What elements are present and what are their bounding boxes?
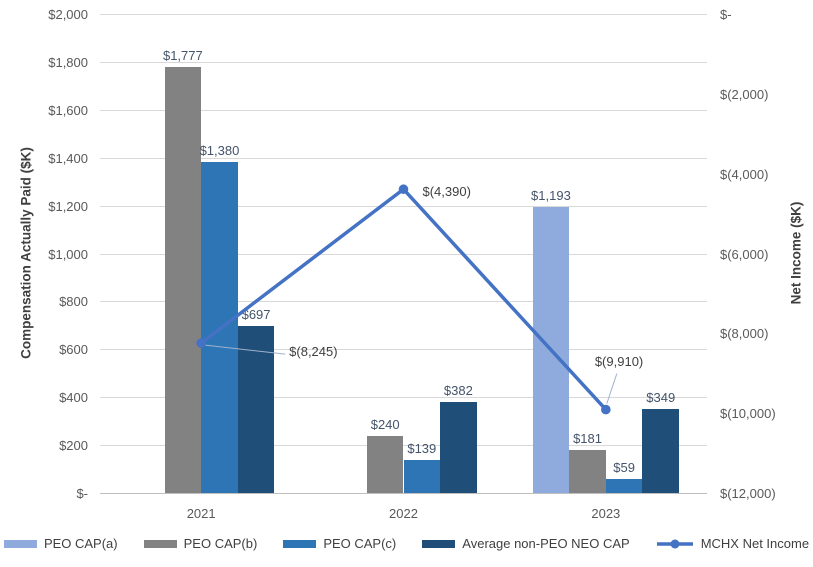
bar-label-average-non-peo-neo-cap-2023: $349 (646, 390, 676, 406)
left-axis-tick-label: $1,800 (48, 54, 88, 70)
legend-line-swatch (656, 539, 693, 548)
bar-peo-cap-c-2021 (201, 162, 238, 493)
bar-label-peo-cap-b-2023: $181 (573, 430, 602, 446)
right-axis-tick-label: $(2,000) (720, 86, 769, 102)
legend-item-average-non-peo-neo-cap: Average non-PEO NEO CAP (422, 536, 630, 551)
bar-label-peo-cap-c-2022: $139 (407, 440, 437, 456)
gridline (100, 445, 707, 447)
bar-peo-cap-c-2023 (605, 478, 643, 493)
x-axis-label-2022: 2022 (389, 506, 418, 521)
legend-swatch-peo-cap-a (3, 539, 37, 548)
right-axis-tick-label: $(4,000) (720, 166, 769, 182)
net-income-marker-2022 (398, 184, 409, 195)
right-axis-title: Net Income ($K) (788, 201, 804, 305)
left-axis-tick-label: $400 (59, 390, 88, 406)
legend-item-mchx-net-income: MCHX Net Income (656, 536, 809, 551)
legend-item-peo-cap-a: PEO CAP(a) (3, 536, 118, 551)
legend-label: Average non-PEO NEO CAP (462, 536, 630, 551)
left-axis-tick-label: $1,600 (48, 102, 88, 118)
bar-label-peo-cap-b-2021: $1,777 (162, 48, 203, 64)
gridline (100, 14, 707, 15)
gridline (100, 61, 707, 63)
right-axis-tick-label: $(12,000) (720, 486, 776, 501)
gridline (100, 157, 707, 159)
right-axis-tick-label: $(8,000) (720, 326, 769, 342)
bar-average-non-peo-neo-cap-2022 (440, 401, 477, 493)
legend-swatch-peo-cap-c (283, 539, 317, 548)
left-axis-tick-label: $1,400 (48, 150, 88, 166)
bar-peo-cap-c-2022 (403, 459, 441, 493)
right-axis-tick-label: $(6,000) (720, 246, 769, 262)
right-axis-tick-label: $(10,000) (720, 406, 776, 422)
gridline (100, 493, 707, 494)
legend-swatch-average-non-peo-neo-cap (422, 539, 456, 548)
x-axis-label-2023: 2023 (591, 506, 621, 521)
left-axis-tick-label: $1,200 (48, 198, 88, 214)
legend-label: PEO CAP(b) (183, 536, 258, 551)
line-label-2022: $(4,390) (422, 184, 471, 200)
left-axis-tick-label: $800 (59, 294, 88, 310)
legend-label: PEO CAP(a) (43, 536, 118, 551)
left-axis-tick-label: $200 (59, 438, 88, 454)
bar-label-average-non-peo-neo-cap-2021: $697 (241, 307, 271, 323)
bar-label-peo-cap-c-2021: $1,380 (199, 143, 240, 159)
bar-average-non-peo-neo-cap-2023 (642, 409, 680, 493)
left-axis-tick-label: $600 (59, 342, 88, 358)
line-label-2023: $(9,910) (594, 353, 644, 369)
left-axis-tick-label: $1,000 (48, 246, 88, 262)
bar-label-average-non-peo-neo-cap-2022: $382 (443, 382, 473, 398)
bar-label-peo-cap-b-2022: $240 (370, 416, 400, 432)
legend-label: MCHX Net Income (700, 536, 810, 551)
legend-item-peo-cap-b: PEO CAP(b) (143, 536, 258, 551)
legend: PEO CAP(a) PEO CAP(b) PEO CAP(c) Average no… (0, 536, 813, 551)
line-label-2021: $(8,245) (289, 344, 338, 360)
left-axis-tick-label: $- (76, 486, 88, 501)
legend-item-peo-cap-c: PEO CAP(c) (283, 536, 396, 551)
bar-peo-cap-b-2022 (366, 435, 404, 493)
bar-peo-cap-b-2021 (164, 67, 202, 493)
x-axis-label-2021: 2021 (186, 506, 216, 521)
legend-swatch-peo-cap-b (143, 539, 177, 548)
net-income-marker-2023 (601, 404, 611, 415)
legend-label: PEO CAP(c) (323, 536, 397, 551)
gridline (100, 109, 707, 111)
line-label-leader (606, 373, 618, 404)
right-axis-tick-label: $- (720, 7, 732, 22)
bar-peo-cap-a-2023 (532, 207, 570, 493)
left-axis-tick-label: $2,000 (48, 7, 88, 22)
bar-label-peo-cap-c-2023: $59 (613, 459, 635, 475)
bar-peo-cap-b-2023 (569, 449, 606, 493)
bar-label-peo-cap-a-2023: $1,193 (531, 188, 571, 204)
bar-average-non-peo-neo-cap-2021 (237, 326, 275, 493)
